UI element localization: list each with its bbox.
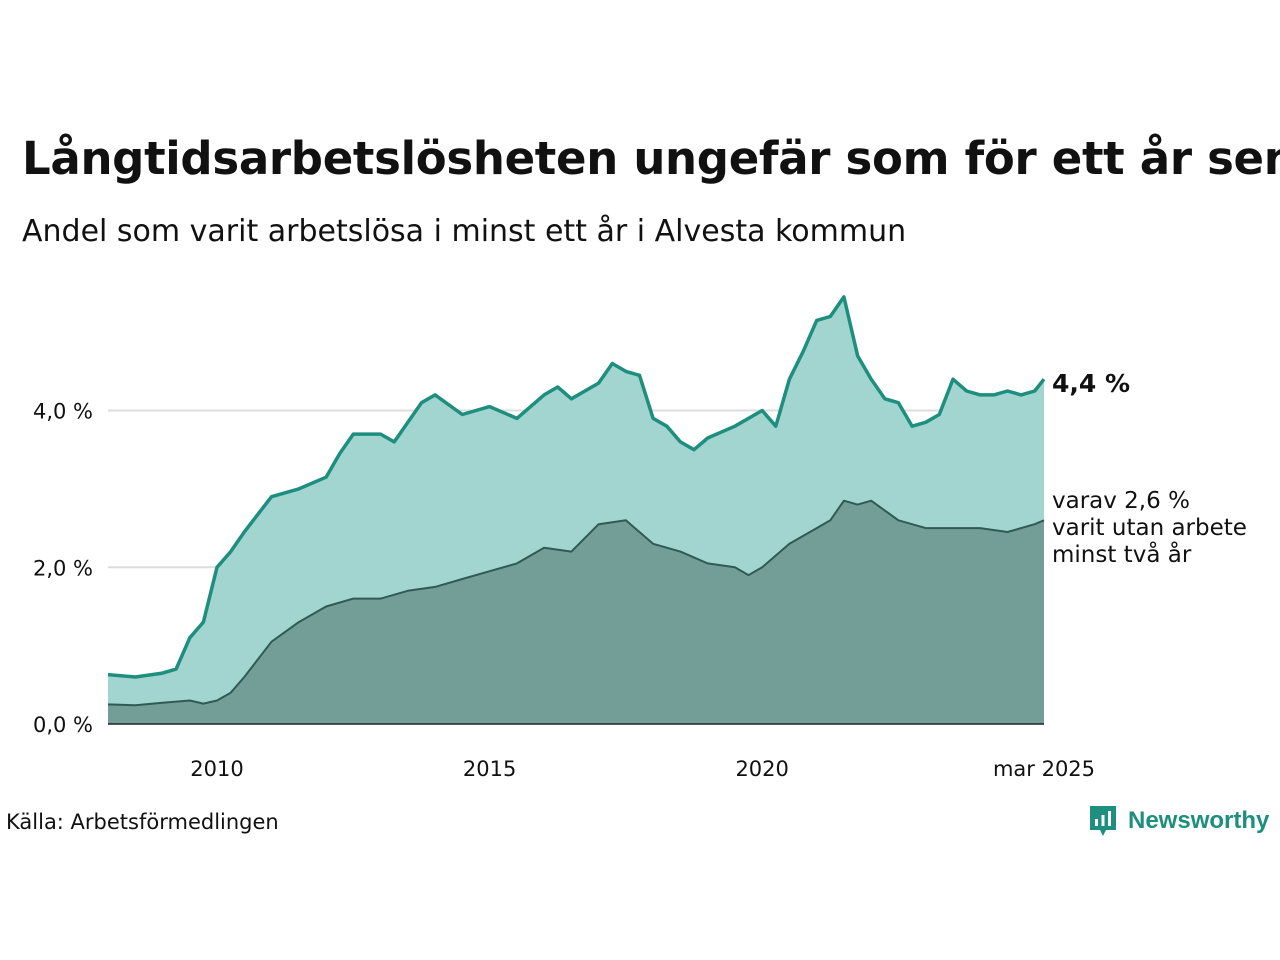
sub-note-line-3: minst två år [1052,540,1192,568]
one-year-line [107,295,1046,679]
brand-logo: Newsworthy [1088,804,1269,838]
x-tick-label: 2010 [190,757,243,781]
x-tick-label: mar 2025 [993,757,1095,781]
y-tick-label: 4,0 % [33,400,93,424]
x-tick-label: 2020 [735,757,788,781]
y-axis-ticks: 0,0 % 2,0 % 4,0 % [33,400,93,737]
x-axis-ticks: 2010 2015 2020 mar 2025 [190,757,1095,781]
x-tick-label: 2015 [463,757,516,781]
sub-note-line-1: varav 2,6 % [1052,488,1190,514]
two-year-line [107,499,1045,707]
chart-title: Långtidsarbetslösheten ungefär som för e… [22,132,1280,185]
y-tick-label: 2,0 % [33,556,93,580]
y-tick-label: 0,0 % [33,713,93,737]
brand-name: Newsworthy [1128,807,1270,834]
source-note: Källa: Arbetsförmedlingen [6,810,279,834]
sub-note-line-2: varit utan arbete [1052,515,1247,541]
two-year-area [108,500,1044,724]
latest-value-label: 4,4 % [1052,369,1130,398]
newsworthy-logo-icon [1090,806,1116,836]
chart-subtitle: Andel som varit arbetslösa i minst ett å… [22,214,907,249]
